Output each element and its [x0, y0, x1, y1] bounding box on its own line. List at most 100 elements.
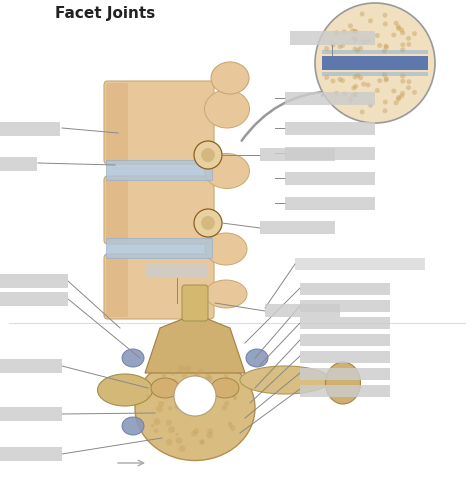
Circle shape	[406, 36, 411, 41]
Circle shape	[361, 81, 366, 87]
FancyBboxPatch shape	[104, 254, 214, 319]
FancyBboxPatch shape	[300, 300, 390, 312]
Circle shape	[384, 76, 389, 81]
FancyBboxPatch shape	[300, 317, 390, 329]
Circle shape	[353, 84, 358, 89]
Circle shape	[233, 397, 237, 400]
Circle shape	[166, 387, 171, 391]
Circle shape	[348, 23, 353, 28]
Circle shape	[383, 22, 388, 27]
FancyBboxPatch shape	[285, 197, 375, 210]
Circle shape	[200, 440, 204, 444]
Circle shape	[191, 431, 197, 437]
Circle shape	[406, 42, 411, 47]
Circle shape	[224, 401, 229, 406]
Ellipse shape	[122, 349, 144, 367]
Circle shape	[202, 391, 206, 395]
Circle shape	[355, 73, 360, 78]
Circle shape	[399, 94, 404, 99]
Circle shape	[174, 403, 180, 409]
FancyBboxPatch shape	[300, 351, 390, 363]
FancyBboxPatch shape	[0, 157, 37, 171]
Circle shape	[412, 31, 417, 36]
Circle shape	[353, 29, 357, 34]
FancyBboxPatch shape	[300, 385, 390, 397]
Circle shape	[160, 390, 164, 394]
Circle shape	[353, 46, 357, 51]
Circle shape	[400, 91, 405, 96]
Circle shape	[392, 89, 396, 94]
Circle shape	[350, 93, 355, 98]
Ellipse shape	[122, 417, 144, 435]
FancyBboxPatch shape	[0, 292, 68, 306]
Circle shape	[396, 97, 401, 102]
Ellipse shape	[326, 362, 361, 404]
Circle shape	[204, 406, 208, 409]
Circle shape	[353, 92, 357, 97]
Circle shape	[342, 92, 347, 97]
FancyBboxPatch shape	[106, 238, 212, 258]
Circle shape	[396, 95, 401, 100]
Circle shape	[412, 90, 417, 95]
Circle shape	[393, 21, 399, 26]
Circle shape	[377, 43, 382, 48]
Ellipse shape	[204, 90, 249, 128]
Circle shape	[375, 88, 380, 93]
Circle shape	[207, 376, 213, 381]
Circle shape	[350, 28, 355, 33]
Circle shape	[365, 82, 371, 88]
Circle shape	[228, 423, 233, 428]
Circle shape	[383, 100, 388, 105]
Circle shape	[375, 33, 380, 38]
FancyBboxPatch shape	[300, 334, 390, 346]
Circle shape	[194, 209, 222, 237]
Circle shape	[166, 390, 172, 396]
FancyBboxPatch shape	[260, 148, 335, 161]
Circle shape	[324, 75, 329, 80]
Circle shape	[230, 426, 236, 431]
Circle shape	[199, 439, 205, 445]
Circle shape	[175, 433, 179, 436]
Ellipse shape	[211, 378, 239, 398]
Circle shape	[384, 45, 389, 50]
FancyBboxPatch shape	[106, 178, 128, 242]
Circle shape	[399, 28, 404, 33]
Circle shape	[168, 426, 175, 433]
Circle shape	[194, 372, 198, 376]
Circle shape	[224, 373, 228, 377]
Circle shape	[324, 46, 329, 51]
Polygon shape	[145, 318, 245, 373]
Circle shape	[228, 422, 232, 425]
Ellipse shape	[151, 378, 179, 398]
FancyBboxPatch shape	[285, 92, 375, 105]
Circle shape	[358, 75, 363, 80]
Circle shape	[184, 365, 191, 372]
Circle shape	[353, 74, 357, 79]
FancyBboxPatch shape	[322, 50, 428, 54]
Circle shape	[392, 33, 396, 37]
Circle shape	[156, 405, 163, 412]
Circle shape	[158, 401, 164, 407]
Circle shape	[393, 101, 399, 106]
Circle shape	[194, 141, 222, 169]
Circle shape	[201, 148, 215, 162]
Circle shape	[396, 26, 401, 31]
Circle shape	[351, 86, 356, 91]
Circle shape	[178, 365, 185, 372]
Circle shape	[225, 376, 228, 379]
Circle shape	[353, 29, 358, 34]
Circle shape	[193, 428, 199, 434]
Circle shape	[334, 91, 339, 96]
Circle shape	[154, 429, 158, 433]
Circle shape	[146, 394, 150, 399]
Circle shape	[340, 78, 345, 83]
Circle shape	[154, 393, 157, 396]
FancyBboxPatch shape	[182, 285, 208, 321]
FancyBboxPatch shape	[300, 368, 390, 380]
Ellipse shape	[246, 349, 268, 367]
FancyBboxPatch shape	[265, 304, 340, 317]
Circle shape	[177, 386, 183, 392]
Circle shape	[400, 47, 405, 52]
FancyBboxPatch shape	[106, 256, 128, 317]
Circle shape	[315, 3, 435, 123]
